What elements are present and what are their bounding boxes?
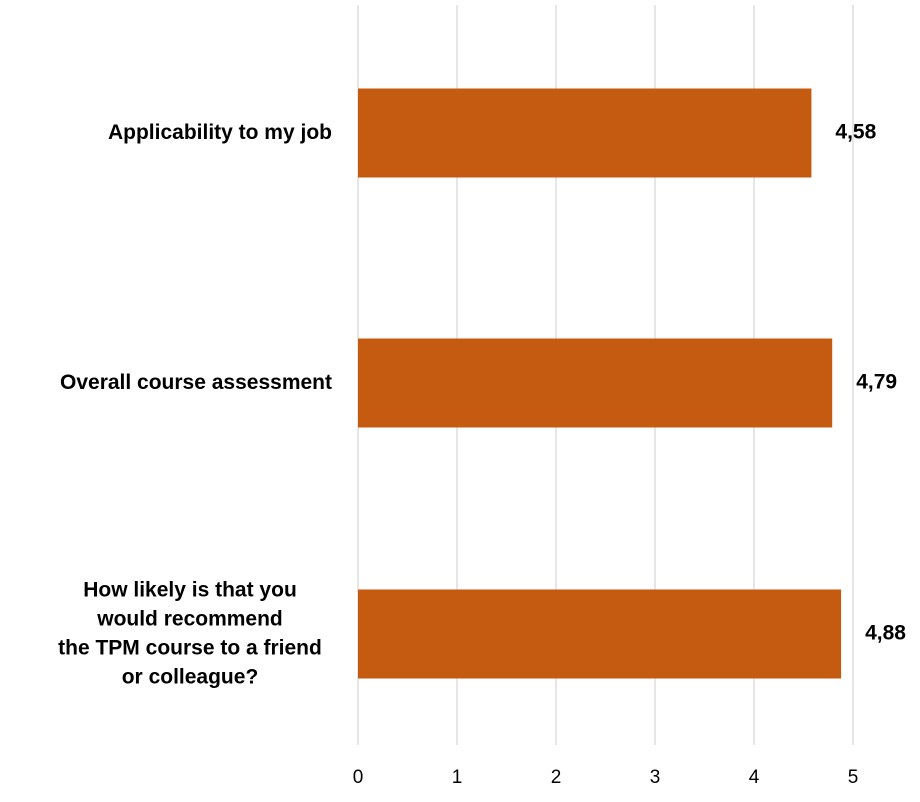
x-tick-label: 1 — [452, 767, 463, 788]
x-tick-label: 2 — [551, 767, 562, 788]
bar — [358, 338, 833, 428]
x-tick-label: 5 — [848, 767, 859, 788]
x-tick-labels: 0 1 2 3 4 5 — [353, 767, 859, 788]
category-label-line: How likely is that you — [83, 578, 297, 601]
category-label-line: or colleague? — [122, 665, 259, 688]
bar-value-label: 4,88 — [865, 622, 906, 645]
bars — [358, 88, 842, 679]
category-label-line: would recommend — [96, 607, 283, 630]
x-tick-label: 0 — [353, 767, 364, 788]
value-labels: 4,58 4,79 4,88 — [835, 121, 906, 645]
category-label: Overall course assessment — [60, 371, 332, 394]
category-label-line: Overall course assessment — [60, 371, 332, 394]
category-label-line: Applicability to my job — [108, 121, 332, 144]
bar-value-label: 4,58 — [835, 121, 876, 144]
bar — [358, 589, 842, 679]
category-labels: Applicability to my job Overall course as… — [58, 121, 332, 689]
category-label: Applicability to my job — [108, 121, 332, 144]
category-label: How likely is that you would recommend the… — [58, 578, 322, 688]
bar — [358, 88, 812, 178]
bar-value-label: 4,79 — [856, 371, 897, 394]
category-label-line: the TPM course to a friend — [58, 636, 322, 659]
x-tick-label: 4 — [749, 767, 760, 788]
x-tick-label: 3 — [650, 767, 661, 788]
